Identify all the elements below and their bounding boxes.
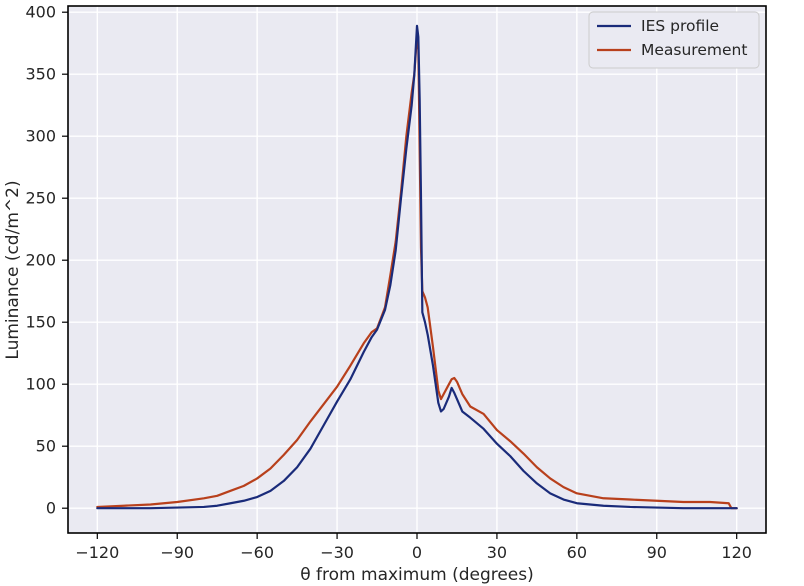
legend-label-measurement: Measurement (641, 41, 747, 59)
x-tick-label: 90 (647, 543, 667, 562)
x-tick-label: 30 (487, 543, 507, 562)
series-layer (96, 24, 738, 510)
x-tick-label: −60 (240, 543, 274, 562)
legend-label-ies-profile: IES profile (641, 17, 719, 35)
y-tick-label: 0 (46, 499, 56, 518)
y-tick-label: 350 (25, 65, 56, 84)
y-tick-label: 400 (25, 3, 56, 22)
y-tick-label: 300 (25, 127, 56, 146)
series-line-ies-profile (96, 24, 738, 510)
y-tick-label: 150 (25, 313, 56, 332)
x-tick-label: 60 (567, 543, 587, 562)
x-axis-label: θ from maximum (degrees) (300, 565, 534, 585)
x-tick-label: 120 (721, 543, 752, 562)
y-tick-label: 250 (25, 189, 56, 208)
y-tick-label: 100 (25, 375, 56, 394)
y-axis-label: Luminance (cd/m^2) (3, 180, 23, 359)
x-tick-label: −120 (75, 543, 119, 562)
y-tick-labels: 0 50 100 150 200 250 300 350 400 (25, 3, 68, 518)
x-tick-label: −90 (160, 543, 194, 562)
y-tick-label: 200 (25, 251, 56, 270)
x-tick-label: 0 (412, 543, 422, 562)
legend: IES profile Measurement (588, 11, 760, 69)
legend-box (588, 11, 760, 69)
y-tick-label: 50 (36, 437, 56, 456)
x-tick-labels: −120 −90 −60 −30 0 30 60 90 120 (75, 533, 752, 562)
x-tick-label: −30 (320, 543, 354, 562)
